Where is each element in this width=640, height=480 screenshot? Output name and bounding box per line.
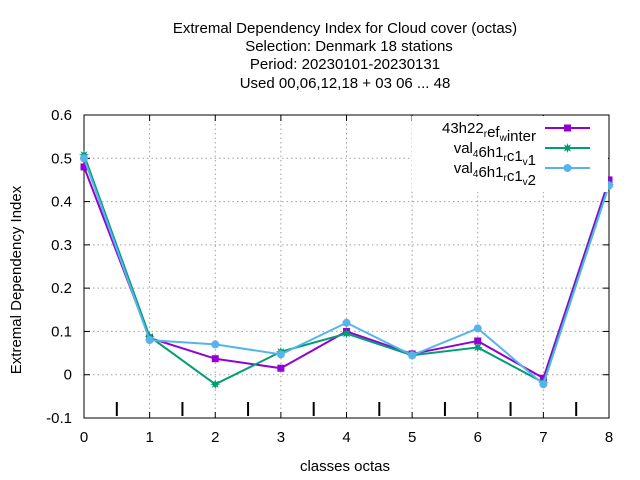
legend-marker	[564, 124, 571, 132]
data-point	[277, 364, 285, 372]
legend-marker	[563, 164, 572, 172]
legend-text: 43h22	[442, 120, 484, 137]
data-point	[472, 342, 483, 353]
x-tick-label: 0	[80, 429, 88, 446]
data-point	[408, 351, 417, 360]
x-tick-label: 7	[539, 429, 547, 446]
x-tick-label: 3	[277, 429, 285, 446]
legend-subscript: 4	[473, 149, 479, 160]
data-series	[79, 149, 614, 390]
legend-text: 6h1	[478, 144, 503, 161]
data-point	[211, 340, 220, 349]
legend-label: val46h1rc1v1	[454, 140, 536, 169]
x-tick-label: 6	[474, 429, 482, 446]
title-line: Selection: Denmark 18 stations	[245, 38, 453, 55]
legend-label: val46h1rc1v2	[454, 160, 536, 189]
legend-subscript: w	[499, 133, 508, 144]
legend-marker	[562, 143, 573, 153]
data-point	[80, 154, 88, 163]
legend-subscript: r	[503, 173, 507, 184]
y-tick-label: 0	[64, 367, 72, 384]
data-point	[473, 324, 482, 333]
legend-text: 2	[528, 172, 536, 189]
legend-text: val	[454, 140, 473, 157]
series-3	[80, 154, 613, 389]
data-point	[211, 355, 219, 363]
legend-subscript: r	[484, 129, 488, 140]
y-tick-label: 0.6	[51, 107, 72, 124]
y-tick-label: 0.2	[51, 280, 72, 297]
legend-text: c1	[507, 168, 523, 185]
legend-text: ef	[487, 124, 500, 141]
title-line: Extremal Dependency Index for Cloud cove…	[173, 20, 517, 37]
y-tick-label: -0.1	[46, 410, 72, 427]
data-point	[210, 379, 221, 390]
y-tick-label: 0.3	[51, 237, 72, 254]
legend-text: c1	[507, 148, 523, 165]
legend-subscript: r	[503, 153, 507, 164]
x-tick-label: 2	[211, 429, 219, 446]
data-point	[341, 328, 352, 339]
x-tick-label: 4	[342, 429, 350, 446]
y-axis-label: Extremal Dependency Index	[8, 185, 25, 374]
legend-subscript: v	[523, 157, 528, 168]
x-axis-label: classes octas	[300, 458, 390, 475]
legend-label: 43h22refwinter	[442, 120, 536, 145]
x-tick-label: 1	[145, 429, 153, 446]
legend-text: val	[454, 160, 473, 177]
x-tick-label: 5	[408, 429, 416, 446]
y-tick-label: 0.5	[51, 150, 72, 167]
legend-text: inter	[507, 128, 536, 145]
data-point	[342, 318, 351, 327]
data-point	[145, 336, 154, 345]
legend-subscript: 4	[473, 169, 479, 180]
legend-subscript: v	[523, 177, 528, 188]
title-line: Used 00,06,12,18 + 03 06 ... 48	[240, 75, 451, 92]
legend-text: 1	[528, 152, 536, 169]
data-point	[276, 350, 285, 359]
x-tick-label: 8	[605, 429, 613, 446]
data-point	[539, 380, 548, 389]
chart-title: Extremal Dependency Index for Cloud cove…	[173, 20, 517, 92]
y-tick-label: 0.4	[51, 194, 72, 211]
title-line: Period: 20230101-20230131	[250, 56, 440, 73]
y-tick-label: 0.1	[51, 323, 72, 340]
legend-text: 6h1	[478, 164, 503, 181]
data-point	[474, 337, 482, 345]
data-point	[80, 163, 88, 171]
